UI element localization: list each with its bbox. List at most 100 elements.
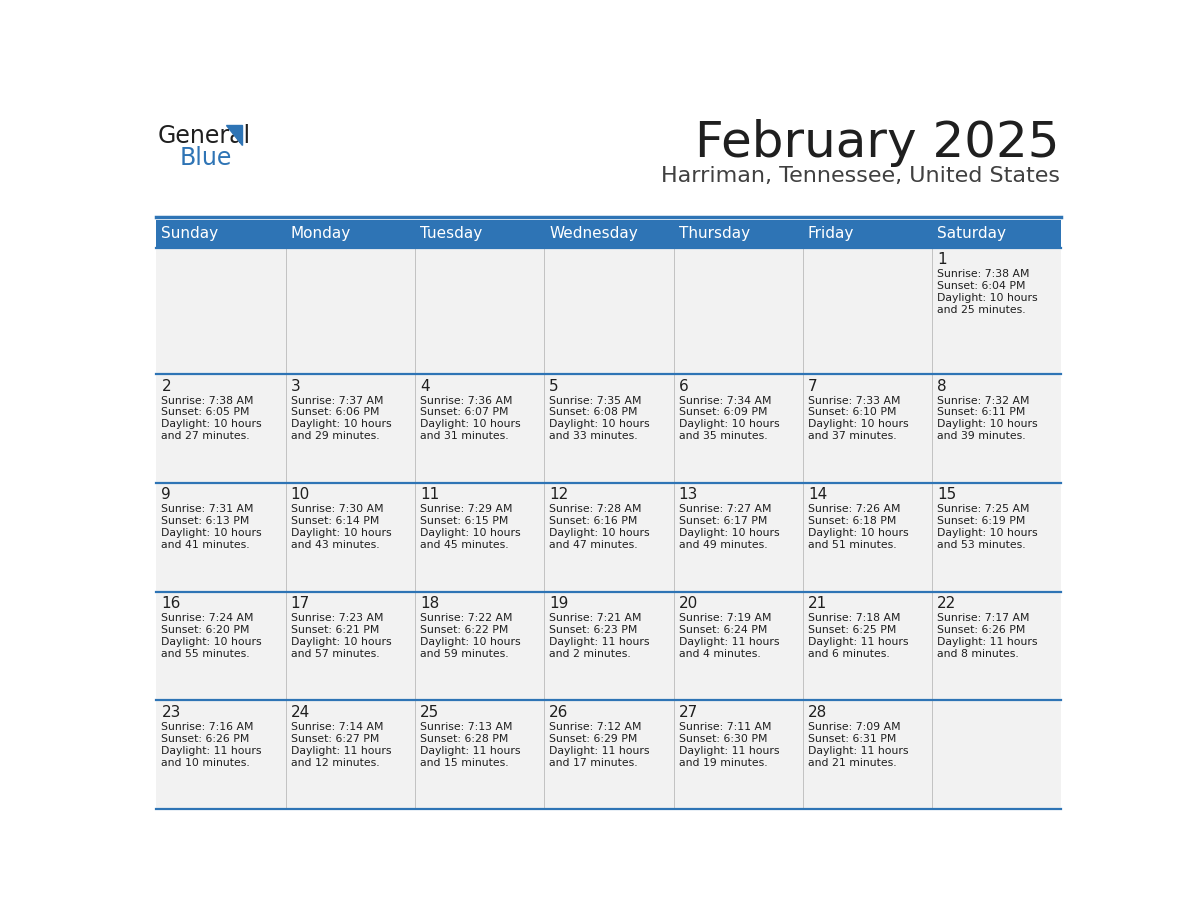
Bar xyxy=(544,248,674,374)
Text: and 29 minutes.: and 29 minutes. xyxy=(291,431,379,442)
Text: and 47 minutes.: and 47 minutes. xyxy=(549,540,638,550)
Text: Sunset: 6:06 PM: Sunset: 6:06 PM xyxy=(291,408,379,418)
Text: Daylight: 11 hours: Daylight: 11 hours xyxy=(808,637,909,647)
Bar xyxy=(285,483,415,592)
Text: Daylight: 10 hours: Daylight: 10 hours xyxy=(549,528,650,538)
Text: Daylight: 10 hours: Daylight: 10 hours xyxy=(421,528,520,538)
Text: Sunset: 6:22 PM: Sunset: 6:22 PM xyxy=(421,625,508,635)
Text: and 49 minutes.: and 49 minutes. xyxy=(678,540,767,550)
Text: Sunrise: 7:27 AM: Sunrise: 7:27 AM xyxy=(678,504,771,514)
Text: Sunset: 6:29 PM: Sunset: 6:29 PM xyxy=(549,734,638,744)
Text: and 55 minutes.: and 55 minutes. xyxy=(162,649,249,659)
Text: Sunrise: 7:37 AM: Sunrise: 7:37 AM xyxy=(291,396,384,406)
Text: and 59 minutes.: and 59 minutes. xyxy=(421,649,508,659)
Text: and 51 minutes.: and 51 minutes. xyxy=(808,540,897,550)
Text: Sunset: 6:11 PM: Sunset: 6:11 PM xyxy=(937,408,1025,418)
Bar xyxy=(803,374,933,483)
Bar xyxy=(544,700,674,810)
Text: and 21 minutes.: and 21 minutes. xyxy=(808,758,897,767)
Text: Sunrise: 7:12 AM: Sunrise: 7:12 AM xyxy=(549,722,642,732)
Text: 21: 21 xyxy=(808,597,827,611)
Text: Daylight: 10 hours: Daylight: 10 hours xyxy=(808,528,909,538)
Bar xyxy=(157,219,285,248)
Text: Sunrise: 7:32 AM: Sunrise: 7:32 AM xyxy=(937,396,1030,406)
Text: Daylight: 11 hours: Daylight: 11 hours xyxy=(162,746,261,756)
Text: Sunrise: 7:38 AM: Sunrise: 7:38 AM xyxy=(937,269,1030,279)
Bar xyxy=(933,700,1061,810)
Text: and 12 minutes.: and 12 minutes. xyxy=(291,758,379,767)
Text: 2: 2 xyxy=(162,378,171,394)
Text: Daylight: 11 hours: Daylight: 11 hours xyxy=(678,637,779,647)
Text: Sunset: 6:20 PM: Sunset: 6:20 PM xyxy=(162,625,249,635)
Text: Sunrise: 7:25 AM: Sunrise: 7:25 AM xyxy=(937,504,1030,514)
Text: Sunrise: 7:17 AM: Sunrise: 7:17 AM xyxy=(937,613,1030,623)
Text: and 15 minutes.: and 15 minutes. xyxy=(421,758,508,767)
Text: and 43 minutes.: and 43 minutes. xyxy=(291,540,379,550)
Bar xyxy=(415,483,544,592)
Text: Sunset: 6:18 PM: Sunset: 6:18 PM xyxy=(808,516,897,526)
Bar xyxy=(415,374,544,483)
Text: 14: 14 xyxy=(808,487,827,502)
Bar xyxy=(674,219,803,248)
Text: Sunset: 6:24 PM: Sunset: 6:24 PM xyxy=(678,625,767,635)
Text: 7: 7 xyxy=(808,378,817,394)
Text: 17: 17 xyxy=(291,597,310,611)
Text: Sunrise: 7:38 AM: Sunrise: 7:38 AM xyxy=(162,396,254,406)
Text: and 6 minutes.: and 6 minutes. xyxy=(808,649,890,659)
Bar xyxy=(803,592,933,700)
Bar xyxy=(285,374,415,483)
Text: Sunset: 6:19 PM: Sunset: 6:19 PM xyxy=(937,516,1025,526)
Text: Daylight: 10 hours: Daylight: 10 hours xyxy=(421,637,520,647)
Text: February 2025: February 2025 xyxy=(695,119,1060,167)
Text: 5: 5 xyxy=(549,378,560,394)
Text: Sunrise: 7:34 AM: Sunrise: 7:34 AM xyxy=(678,396,771,406)
Text: Daylight: 10 hours: Daylight: 10 hours xyxy=(549,420,650,430)
Text: and 33 minutes.: and 33 minutes. xyxy=(549,431,638,442)
Bar xyxy=(674,248,803,374)
Polygon shape xyxy=(226,125,241,145)
Text: and 27 minutes.: and 27 minutes. xyxy=(162,431,249,442)
Text: Daylight: 11 hours: Daylight: 11 hours xyxy=(808,746,909,756)
Text: and 19 minutes.: and 19 minutes. xyxy=(678,758,767,767)
Text: Tuesday: Tuesday xyxy=(421,226,482,241)
Text: Sunrise: 7:29 AM: Sunrise: 7:29 AM xyxy=(421,504,512,514)
Text: 6: 6 xyxy=(678,378,688,394)
Bar xyxy=(674,592,803,700)
Text: Daylight: 10 hours: Daylight: 10 hours xyxy=(421,420,520,430)
Text: Daylight: 10 hours: Daylight: 10 hours xyxy=(937,528,1038,538)
Text: Sunset: 6:26 PM: Sunset: 6:26 PM xyxy=(937,625,1025,635)
Text: Saturday: Saturday xyxy=(937,226,1006,241)
Text: Daylight: 10 hours: Daylight: 10 hours xyxy=(678,528,779,538)
Text: 19: 19 xyxy=(549,597,569,611)
Text: and 25 minutes.: and 25 minutes. xyxy=(937,305,1026,315)
Bar xyxy=(933,248,1061,374)
Text: Monday: Monday xyxy=(291,226,350,241)
Bar xyxy=(933,219,1061,248)
Text: 22: 22 xyxy=(937,597,956,611)
Text: Daylight: 11 hours: Daylight: 11 hours xyxy=(549,746,650,756)
Text: Sunset: 6:09 PM: Sunset: 6:09 PM xyxy=(678,408,767,418)
Text: 4: 4 xyxy=(421,378,430,394)
Text: and 39 minutes.: and 39 minutes. xyxy=(937,431,1026,442)
Bar xyxy=(544,219,674,248)
Text: Sunset: 6:17 PM: Sunset: 6:17 PM xyxy=(678,516,767,526)
Text: and 57 minutes.: and 57 minutes. xyxy=(291,649,379,659)
Text: Sunrise: 7:26 AM: Sunrise: 7:26 AM xyxy=(808,504,901,514)
Bar xyxy=(803,483,933,592)
Text: Sunrise: 7:21 AM: Sunrise: 7:21 AM xyxy=(549,613,642,623)
Bar xyxy=(933,374,1061,483)
Text: and 37 minutes.: and 37 minutes. xyxy=(808,431,897,442)
Text: Sunset: 6:30 PM: Sunset: 6:30 PM xyxy=(678,734,767,744)
Text: Daylight: 11 hours: Daylight: 11 hours xyxy=(291,746,391,756)
Text: 28: 28 xyxy=(808,705,827,720)
Text: Wednesday: Wednesday xyxy=(549,226,638,241)
Bar xyxy=(803,248,933,374)
Bar xyxy=(157,700,285,810)
Text: Sunrise: 7:35 AM: Sunrise: 7:35 AM xyxy=(549,396,642,406)
Text: Daylight: 11 hours: Daylight: 11 hours xyxy=(549,637,650,647)
Text: Sunrise: 7:11 AM: Sunrise: 7:11 AM xyxy=(678,722,771,732)
Bar xyxy=(415,248,544,374)
Bar xyxy=(157,592,285,700)
Text: Sunrise: 7:18 AM: Sunrise: 7:18 AM xyxy=(808,613,901,623)
Text: Sunrise: 7:24 AM: Sunrise: 7:24 AM xyxy=(162,613,254,623)
